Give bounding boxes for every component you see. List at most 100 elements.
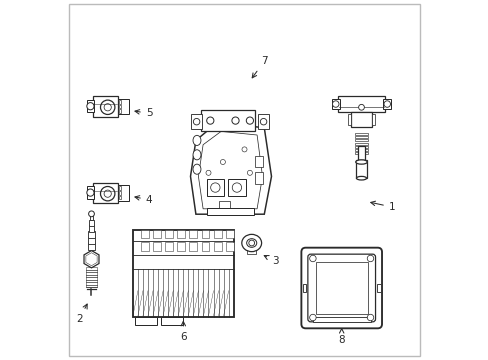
Bar — [312, 317, 370, 322]
Text: 3: 3 — [264, 256, 278, 266]
Text: 8: 8 — [338, 329, 345, 345]
Circle shape — [309, 314, 316, 321]
Ellipse shape — [246, 239, 256, 247]
Bar — [315, 262, 367, 314]
Bar — [213, 230, 221, 238]
Ellipse shape — [241, 234, 261, 252]
Ellipse shape — [193, 164, 201, 174]
Bar — [86, 267, 97, 287]
Polygon shape — [190, 122, 271, 214]
Bar — [177, 230, 184, 238]
Bar — [133, 230, 233, 317]
Bar — [246, 243, 256, 254]
Circle shape — [206, 117, 213, 124]
Circle shape — [104, 190, 111, 197]
Bar — [337, 96, 384, 112]
Bar — [206, 208, 253, 215]
Circle shape — [87, 189, 94, 196]
Circle shape — [101, 100, 115, 114]
Bar — [92, 183, 118, 203]
Bar — [89, 225, 94, 232]
Bar — [350, 112, 371, 127]
Bar — [225, 243, 233, 251]
Circle shape — [246, 117, 253, 124]
Bar — [119, 186, 121, 190]
Circle shape — [247, 170, 252, 175]
FancyBboxPatch shape — [301, 248, 381, 328]
Bar — [153, 230, 161, 238]
Circle shape — [220, 159, 225, 165]
Text: 6: 6 — [180, 321, 186, 342]
Bar — [383, 99, 390, 109]
Circle shape — [309, 255, 316, 262]
Bar — [141, 243, 148, 251]
Circle shape — [210, 183, 220, 192]
Bar — [134, 317, 157, 325]
Bar — [118, 99, 128, 114]
Bar — [355, 136, 367, 138]
Circle shape — [101, 186, 115, 201]
Bar — [119, 105, 121, 108]
Ellipse shape — [193, 150, 201, 160]
Bar — [87, 243, 95, 250]
Bar — [302, 284, 306, 292]
Bar — [189, 230, 197, 238]
Bar — [141, 230, 148, 238]
Polygon shape — [84, 251, 99, 268]
Bar — [355, 149, 367, 151]
Circle shape — [88, 211, 94, 217]
Circle shape — [366, 314, 373, 321]
Bar — [355, 133, 367, 135]
Bar — [228, 179, 245, 196]
Bar — [355, 152, 367, 154]
Bar — [87, 100, 94, 112]
Circle shape — [248, 240, 254, 246]
Circle shape — [242, 147, 246, 152]
Text: 5: 5 — [135, 108, 152, 118]
Circle shape — [193, 118, 200, 125]
Bar — [161, 317, 183, 325]
Bar — [92, 96, 118, 117]
Bar — [371, 114, 374, 125]
FancyBboxPatch shape — [307, 254, 375, 322]
Bar — [119, 109, 121, 113]
Bar — [355, 143, 367, 145]
Bar — [331, 99, 339, 109]
Circle shape — [232, 183, 241, 192]
Bar — [258, 114, 268, 129]
Bar — [119, 100, 121, 104]
Circle shape — [260, 118, 266, 125]
Bar — [355, 139, 367, 141]
Ellipse shape — [355, 160, 366, 164]
Bar — [254, 156, 262, 167]
Bar — [118, 185, 128, 201]
Bar — [119, 196, 121, 199]
Bar — [356, 160, 366, 178]
Circle shape — [231, 117, 239, 124]
Bar — [213, 243, 221, 251]
Bar — [165, 230, 173, 238]
Circle shape — [358, 104, 364, 110]
Bar — [201, 243, 209, 251]
Bar — [191, 114, 202, 129]
Text: 2: 2 — [76, 304, 87, 324]
Circle shape — [87, 103, 94, 110]
Bar — [165, 243, 173, 251]
Bar — [153, 243, 161, 251]
Bar — [355, 146, 367, 148]
Circle shape — [366, 255, 373, 262]
Bar — [189, 243, 197, 251]
Ellipse shape — [356, 176, 366, 180]
Bar — [376, 284, 380, 292]
Bar — [89, 220, 94, 226]
Bar — [347, 114, 350, 125]
Bar — [219, 201, 230, 209]
Circle shape — [383, 101, 390, 107]
Bar — [254, 172, 262, 184]
Bar — [119, 191, 121, 195]
Bar — [201, 110, 255, 131]
Bar — [88, 237, 95, 244]
Text: 4: 4 — [135, 195, 152, 205]
Text: 1: 1 — [370, 201, 395, 212]
Bar — [89, 215, 93, 220]
